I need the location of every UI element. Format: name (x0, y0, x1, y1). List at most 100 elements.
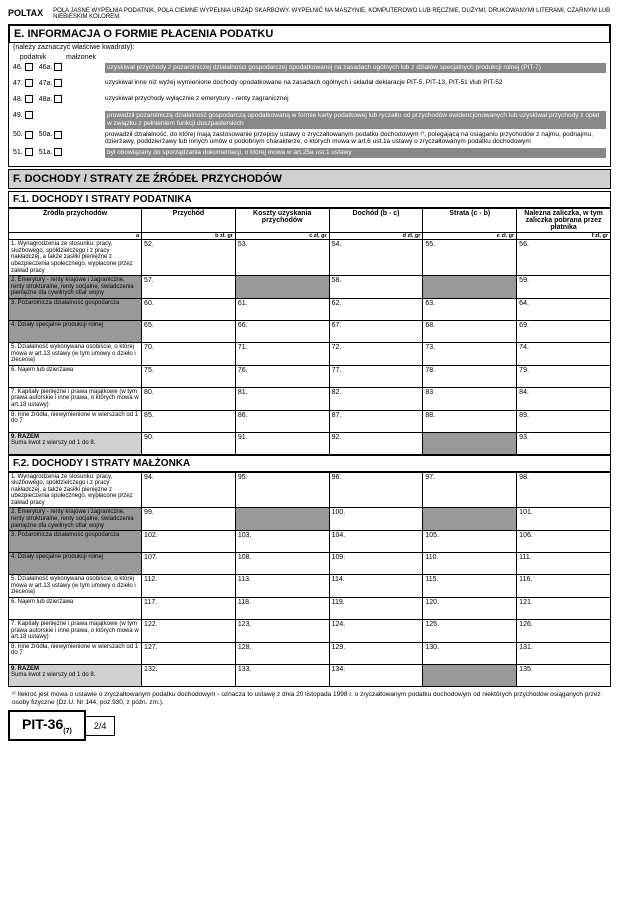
data-cell[interactable]: 122. (142, 620, 236, 643)
data-cell[interactable] (423, 664, 517, 686)
data-cell[interactable]: 131. (517, 642, 611, 664)
data-cell[interactable]: 89. (517, 410, 611, 432)
data-cell[interactable]: 123. (235, 620, 329, 643)
data-cell[interactable]: 97. (423, 472, 517, 508)
data-cell[interactable]: 99. (142, 508, 236, 531)
checkbox[interactable] (54, 148, 62, 156)
data-cell[interactable]: 61. (235, 298, 329, 320)
data-cell[interactable]: 127. (142, 642, 236, 664)
checkbox[interactable] (54, 131, 62, 139)
data-cell[interactable]: 60. (142, 298, 236, 320)
data-cell[interactable]: 72. (329, 342, 423, 365)
checkbox[interactable] (54, 79, 62, 87)
data-cell[interactable]: 75. (142, 365, 236, 387)
data-cell[interactable]: 64. (517, 298, 611, 320)
data-cell[interactable]: 108. (235, 553, 329, 575)
data-cell[interactable]: 85. (142, 410, 236, 432)
data-cell[interactable]: 59. (517, 276, 611, 299)
data-cell[interactable]: 105. (423, 531, 517, 553)
data-cell[interactable]: 86. (235, 410, 329, 432)
data-cell[interactable]: 70. (142, 342, 236, 365)
data-cell[interactable]: 103. (235, 531, 329, 553)
data-cell[interactable]: 134. (329, 664, 423, 686)
data-cell[interactable]: 121. (517, 598, 611, 620)
data-cell[interactable]: 95. (235, 472, 329, 508)
data-cell[interactable]: 120. (423, 598, 517, 620)
data-cell[interactable]: 124. (329, 620, 423, 643)
data-cell[interactable]: 91. (235, 432, 329, 454)
data-cell[interactable]: 52. (142, 240, 236, 276)
data-cell[interactable]: 112. (142, 575, 236, 598)
data-cell[interactable]: 119. (329, 598, 423, 620)
data-cell[interactable]: 98. (517, 472, 611, 508)
data-cell[interactable]: 93. (517, 432, 611, 454)
data-cell[interactable]: 84. (517, 387, 611, 410)
data-cell[interactable]: 94. (142, 472, 236, 508)
data-cell[interactable]: 128. (235, 642, 329, 664)
data-cell[interactable]: 82. (329, 387, 423, 410)
checkbox[interactable] (54, 95, 62, 103)
data-cell[interactable]: 81. (235, 387, 329, 410)
data-cell[interactable]: 54. (329, 240, 423, 276)
data-cell[interactable] (235, 276, 329, 299)
checkbox[interactable] (25, 111, 33, 119)
data-cell[interactable]: 104. (329, 531, 423, 553)
data-cell[interactable]: 56. (517, 240, 611, 276)
data-cell[interactable]: 135. (517, 664, 611, 686)
checkbox[interactable] (25, 131, 33, 139)
data-cell[interactable] (235, 508, 329, 531)
data-cell[interactable]: 76. (235, 365, 329, 387)
data-cell[interactable]: 126. (517, 620, 611, 643)
data-cell[interactable]: 71. (235, 342, 329, 365)
checkbox[interactable] (25, 63, 33, 71)
data-cell[interactable]: 73. (423, 342, 517, 365)
data-cell[interactable]: 55. (423, 240, 517, 276)
data-cell[interactable]: 68. (423, 320, 517, 342)
data-cell[interactable]: 102. (142, 531, 236, 553)
data-cell[interactable]: 66. (235, 320, 329, 342)
data-cell[interactable]: 129. (329, 642, 423, 664)
data-cell[interactable]: 110. (423, 553, 517, 575)
data-cell[interactable]: 107. (142, 553, 236, 575)
data-cell[interactable]: 53. (235, 240, 329, 276)
checkbox[interactable] (54, 63, 62, 71)
data-cell[interactable]: 109. (329, 553, 423, 575)
data-cell[interactable]: 125. (423, 620, 517, 643)
data-cell[interactable]: 133. (235, 664, 329, 686)
data-cell[interactable]: 83. (423, 387, 517, 410)
checkbox[interactable] (25, 148, 33, 156)
data-cell[interactable]: 100. (329, 508, 423, 531)
data-cell[interactable]: 69. (517, 320, 611, 342)
data-cell[interactable] (423, 508, 517, 531)
data-cell[interactable]: 88. (423, 410, 517, 432)
data-cell[interactable]: 92. (329, 432, 423, 454)
checkbox[interactable] (25, 95, 33, 103)
data-cell[interactable]: 111. (517, 553, 611, 575)
data-cell[interactable]: 78. (423, 365, 517, 387)
data-cell[interactable]: 130. (423, 642, 517, 664)
data-cell[interactable]: 87. (329, 410, 423, 432)
data-cell[interactable]: 114. (329, 575, 423, 598)
data-cell[interactable]: 113. (235, 575, 329, 598)
data-cell[interactable]: 101. (517, 508, 611, 531)
data-cell[interactable]: 62. (329, 298, 423, 320)
data-cell[interactable]: 106. (517, 531, 611, 553)
data-cell[interactable]: 79. (517, 365, 611, 387)
data-cell[interactable]: 77. (329, 365, 423, 387)
data-cell[interactable] (423, 276, 517, 299)
data-cell[interactable]: 67. (329, 320, 423, 342)
data-cell[interactable]: 118. (235, 598, 329, 620)
data-cell[interactable]: 132. (142, 664, 236, 686)
data-cell[interactable]: 117. (142, 598, 236, 620)
data-cell[interactable]: 58. (329, 276, 423, 299)
data-cell[interactable]: 90. (142, 432, 236, 454)
checkbox[interactable] (25, 79, 33, 87)
data-cell[interactable]: 63. (423, 298, 517, 320)
data-cell[interactable]: 115. (423, 575, 517, 598)
data-cell[interactable]: 80. (142, 387, 236, 410)
data-cell[interactable]: 96. (329, 472, 423, 508)
data-cell[interactable]: 65. (142, 320, 236, 342)
data-cell[interactable]: 74. (517, 342, 611, 365)
data-cell[interactable]: 116. (517, 575, 611, 598)
data-cell[interactable] (423, 432, 517, 454)
